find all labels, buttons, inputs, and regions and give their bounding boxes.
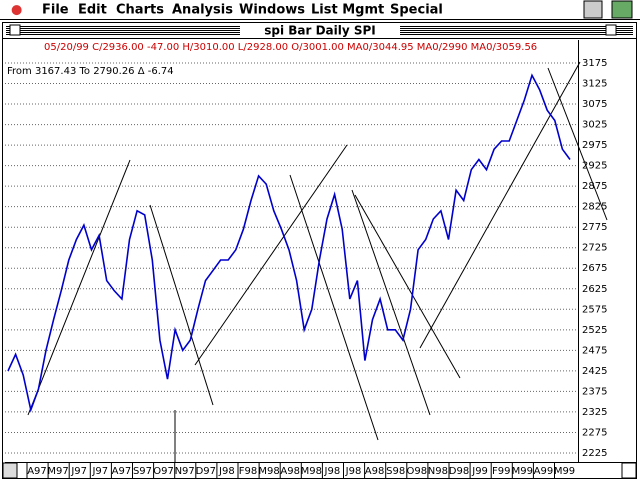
x-tick-label: N98 <box>428 466 448 477</box>
x-tick-label: J98 <box>324 466 341 477</box>
y-tick-label: 2375 <box>582 386 607 397</box>
x-tick-label: A97 <box>112 466 132 477</box>
y-tick-label: 2475 <box>582 345 607 356</box>
window-title: spi Bar Daily SPI <box>264 24 376 38</box>
menu-item[interactable]: List Mgmt <box>311 3 384 18</box>
y-tick-label: 3025 <box>582 120 607 131</box>
trend-lines <box>27 61 608 462</box>
menu-item[interactable]: Edit <box>78 3 107 18</box>
x-tick-label: F98 <box>239 466 257 477</box>
menu-item[interactable]: Windows <box>239 3 305 18</box>
x-tick-label: M97 <box>47 466 68 477</box>
x-tick-label: F99 <box>492 466 510 477</box>
y-tick-label: 2825 <box>582 202 607 213</box>
menu-bar: ● File Edit Charts Analysis Windows List Mgmt… <box>11 3 443 18</box>
y-tick-label: 2225 <box>582 448 607 459</box>
y-tick-label: 2925 <box>582 161 607 172</box>
x-tick-label: S97 <box>133 466 152 477</box>
app-icon[interactable] <box>611 0 633 19</box>
x-tick-label: J99 <box>471 466 488 477</box>
x-tick-label: O97 <box>153 466 174 477</box>
y-tick-label: 2975 <box>582 140 607 151</box>
x-tick-label: A98 <box>280 466 300 477</box>
info-line: 05/20/99 C/2936.00 -47.00 H/3010.00 L/29… <box>44 42 537 53</box>
y-tick-label: 2775 <box>582 222 607 233</box>
y-tick-label: 3175 <box>582 58 607 69</box>
y-tick-label: 2675 <box>582 263 607 274</box>
y-tick-label: 2525 <box>582 325 607 336</box>
range-line: From 3167.43 To 2790.26 Δ -6.74 <box>7 66 174 77</box>
x-tick-label: J97 <box>91 466 108 477</box>
x-tick-label: O98 <box>406 466 427 477</box>
menu-item[interactable]: File <box>42 3 69 18</box>
close-box[interactable] <box>9 24 21 36</box>
apple-logo[interactable]: ● <box>11 3 22 18</box>
y-tick-label: 2725 <box>582 243 607 254</box>
x-tick-label: M99 <box>512 466 533 477</box>
x-tick-label: S98 <box>386 466 405 477</box>
grow-box[interactable] <box>621 462 637 479</box>
x-tick-label: A99 <box>534 466 554 477</box>
x-tick-label: A97 <box>27 466 47 477</box>
x-tick-label: D98 <box>449 466 469 477</box>
x-tick-label: J97 <box>70 466 87 477</box>
x-tick-label: D97 <box>196 466 216 477</box>
zoom-box[interactable] <box>605 24 617 36</box>
y-tick-label: 3075 <box>582 99 607 110</box>
price-line <box>7 73 571 413</box>
x-tick-label: M98 <box>258 466 279 477</box>
y-tick-label: 3125 <box>582 79 607 90</box>
menu-item[interactable]: Charts <box>116 3 164 18</box>
x-tick-label: A98 <box>365 466 385 477</box>
scroll-left[interactable] <box>2 462 18 479</box>
y-tick-label: 2625 <box>582 284 607 295</box>
y-tick-label: 2875 <box>582 181 607 192</box>
menu-item[interactable]: Special <box>390 3 443 18</box>
x-tick-label: M98 <box>301 466 322 477</box>
help-icon[interactable] <box>583 0 603 19</box>
y-tick-label: 2425 <box>582 366 607 377</box>
menu-item[interactable]: Analysis <box>172 3 233 18</box>
y-tick-label: 2275 <box>582 427 607 438</box>
x-tick-label: N97 <box>175 466 195 477</box>
title-bar: spi Bar Daily SPI <box>3 23 636 38</box>
x-tick-label: J98 <box>345 466 362 477</box>
y-tick-label: 2575 <box>582 304 607 315</box>
x-tick-label: J98 <box>218 466 235 477</box>
y-tick-label: 2325 <box>582 407 607 418</box>
window <box>2 22 637 479</box>
x-tick-label: M99 <box>554 466 575 477</box>
